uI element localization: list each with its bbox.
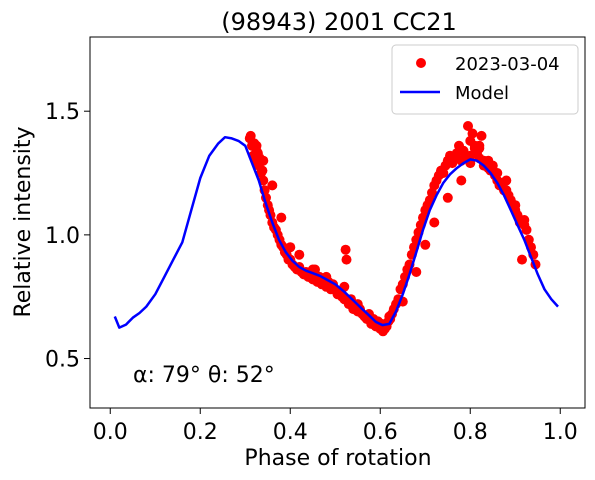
model-line-series (113, 135, 559, 329)
legend-label-scatter: 2023-03-04 (455, 54, 560, 75)
chart-title: (98943) 2001 CC21 (221, 8, 456, 36)
data-point (258, 155, 269, 166)
y-axis-label: Relative intensity (11, 126, 36, 317)
data-point (467, 128, 478, 139)
data-point (442, 192, 453, 203)
x-tick-label: 0.8 (453, 420, 488, 445)
data-point (294, 249, 305, 260)
x-tick-label: 0.6 (363, 420, 398, 445)
data-point (465, 150, 476, 161)
x-tick-label: 1.0 (543, 420, 578, 445)
x-tick-label: 0.2 (183, 420, 218, 445)
data-point (285, 242, 296, 253)
data-point (276, 212, 287, 223)
data-point (456, 175, 467, 186)
plot-area-frame (89, 36, 586, 409)
legend-box (391, 44, 579, 115)
scatter-series (244, 121, 541, 337)
y-tick-label: 0.5 (45, 348, 80, 373)
data-point (469, 140, 480, 151)
data-point (429, 217, 440, 228)
data-point (501, 175, 512, 186)
data-point (411, 267, 422, 277)
x-axis: 0.0 0.2 0.4 0.6 0.8 1.0 (93, 408, 578, 445)
data-point (245, 130, 256, 141)
data-point (341, 254, 352, 265)
data-point (519, 220, 530, 230)
data-point (267, 180, 278, 191)
phase-annotation: α: 79° θ: 52° (133, 363, 275, 388)
model-line (113, 135, 559, 329)
legend-label-model: Model (455, 83, 509, 104)
x-axis-label: Phase of rotation (244, 446, 431, 471)
data-point (420, 239, 431, 250)
y-axis: 0.5 1.0 1.5 (45, 100, 90, 373)
data-point (476, 130, 487, 141)
x-tick-label: 0.0 (93, 420, 128, 445)
legend: 2023-03-04 Model (391, 44, 579, 115)
data-point (463, 121, 473, 131)
y-tick-label: 1.0 (45, 224, 80, 249)
data-point (492, 168, 503, 178)
y-tick-label: 1.5 (45, 100, 80, 125)
data-point (257, 165, 268, 176)
data-point (251, 140, 262, 151)
legend-marker-scatter (416, 58, 426, 68)
data-point (510, 200, 521, 211)
x-tick-label: 0.4 (273, 420, 308, 445)
data-point (517, 254, 527, 265)
data-point (340, 244, 351, 255)
